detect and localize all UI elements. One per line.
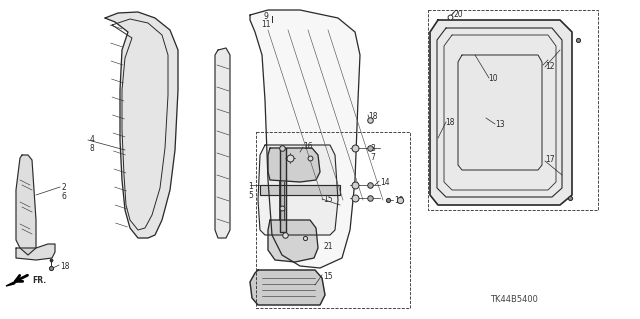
Text: 11: 11 [261,20,271,29]
Polygon shape [258,145,338,235]
Polygon shape [268,220,318,262]
Text: 20: 20 [454,10,463,19]
Text: 18: 18 [368,112,378,121]
Text: TK44B5400: TK44B5400 [490,295,538,304]
Text: FR.: FR. [32,276,46,285]
Text: 1: 1 [248,182,253,191]
Polygon shape [16,155,36,255]
Text: 18: 18 [60,262,70,271]
Text: 4: 4 [90,135,95,144]
Polygon shape [250,10,360,268]
Polygon shape [458,55,542,170]
Polygon shape [6,280,18,286]
Text: 3: 3 [370,144,375,153]
Text: 15: 15 [323,195,333,204]
Text: 6: 6 [62,192,67,201]
Text: 8: 8 [90,144,95,153]
Polygon shape [430,20,572,205]
Text: 2: 2 [62,183,67,192]
Polygon shape [268,148,320,182]
Text: 12: 12 [545,62,554,71]
Polygon shape [105,12,178,238]
Text: 13: 13 [495,120,504,129]
Text: 21: 21 [323,242,333,251]
Text: 14: 14 [380,178,390,187]
Text: 9: 9 [264,12,269,21]
Polygon shape [260,185,340,195]
Polygon shape [280,148,286,232]
Text: 17: 17 [545,155,555,164]
Text: 18: 18 [445,118,454,127]
Text: 15: 15 [323,272,333,281]
Polygon shape [250,270,325,305]
Text: 16: 16 [303,142,312,151]
Text: 7: 7 [370,153,375,162]
Polygon shape [215,48,230,238]
Text: 19: 19 [394,196,404,205]
Text: 5: 5 [248,191,253,200]
Text: 10: 10 [488,74,498,83]
Polygon shape [16,244,55,260]
